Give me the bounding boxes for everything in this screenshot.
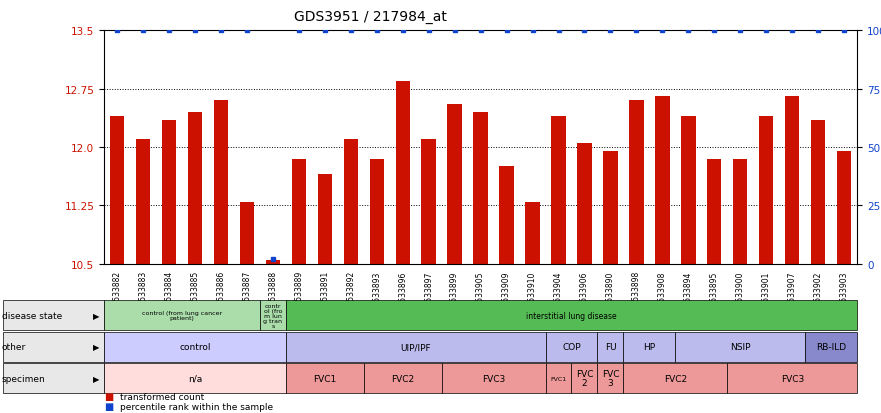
Bar [292,159,306,264]
Bar [317,175,332,264]
Bar [577,144,592,264]
Text: disease state: disease state [2,311,62,320]
Bar [473,113,488,264]
Text: FVC1: FVC1 [551,376,566,381]
Text: ■: ■ [104,392,113,401]
Text: FVC3: FVC3 [482,374,505,383]
Text: UIP/IPF: UIP/IPF [400,342,431,351]
Bar [837,152,851,264]
Bar [707,159,722,264]
Bar [214,101,228,264]
Text: ■: ■ [104,401,113,411]
Bar [811,121,825,264]
Text: ▶: ▶ [93,374,100,383]
Text: FVC1: FVC1 [313,374,337,383]
Text: COP: COP [562,342,581,351]
Text: transformed count: transformed count [120,392,204,401]
Bar [240,202,254,264]
Bar [629,101,644,264]
Bar [136,140,150,264]
Text: FVC3: FVC3 [781,374,803,383]
Text: ▶: ▶ [93,342,100,351]
Bar [552,116,566,264]
Text: HP: HP [643,342,655,351]
Text: specimen: specimen [2,374,46,383]
Bar [733,159,747,264]
Text: NSIP: NSIP [730,342,751,351]
Bar [188,113,202,264]
Bar [785,97,799,264]
Text: other: other [2,342,26,351]
Bar [681,116,695,264]
Text: contr
ol (fro
m lun
g tran
s: contr ol (fro m lun g tran s [263,303,282,328]
Text: FVC2: FVC2 [663,374,687,383]
Bar [369,159,384,264]
Bar [448,105,462,264]
Text: interstitial lung disease: interstitial lung disease [526,311,617,320]
Bar [344,140,358,264]
Text: n/a: n/a [188,374,202,383]
Bar [603,152,618,264]
Text: GDS3951 / 217984_at: GDS3951 / 217984_at [293,10,447,24]
Text: ▶: ▶ [93,311,100,320]
Text: control (from lung cancer
patient): control (from lung cancer patient) [142,311,222,320]
Bar [655,97,670,264]
Bar [110,116,124,264]
Bar [396,81,410,264]
Text: control: control [179,342,211,351]
Text: FU: FU [604,342,617,351]
Text: FVC
3: FVC 3 [602,369,619,387]
Text: FVC
2: FVC 2 [575,369,593,387]
Bar [759,116,774,264]
Text: FVC2: FVC2 [391,374,414,383]
Bar [500,167,514,264]
Bar [421,140,436,264]
Bar [162,121,176,264]
Bar [525,202,540,264]
Bar [266,261,280,264]
Text: RB-ILD: RB-ILD [816,342,847,351]
Text: percentile rank within the sample: percentile rank within the sample [120,402,273,411]
